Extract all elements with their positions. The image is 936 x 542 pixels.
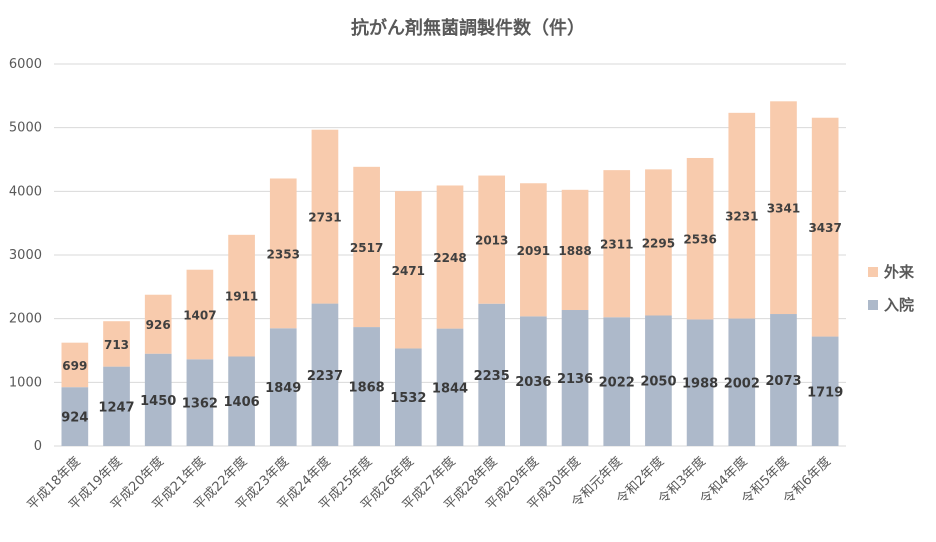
data-label-inpatient: 1868: [349, 381, 385, 396]
data-label-outpatient: 926: [146, 318, 171, 332]
bar-outpatient: [770, 101, 797, 315]
bar-outpatient: [520, 183, 547, 317]
bar-outpatient: [686, 157, 714, 320]
data-label-outpatient: 2248: [433, 251, 466, 265]
data-labels: 924 699 1247 713 1450 926 1362 1407 1406 1911 1849…: [61, 202, 843, 426]
data-label-outpatient: 3231: [725, 210, 758, 224]
data-label-outpatient: 2353: [267, 247, 300, 261]
bar-inpatient: [561, 310, 589, 446]
bar-inpatient: [520, 316, 547, 446]
data-label-inpatient: 2002: [724, 376, 760, 391]
bar-outpatient: [394, 191, 422, 349]
bar-outpatient: [269, 178, 297, 329]
data-label-inpatient: 2136: [557, 372, 593, 387]
legend-swatch: [868, 300, 878, 310]
y-axis-ticks: 0 1000 2000 3000 4000 5000 6000: [9, 57, 42, 454]
bar-outpatient: [103, 321, 130, 367]
data-label-outpatient: 2295: [642, 236, 675, 250]
data-label-inpatient: 1988: [682, 377, 718, 392]
data-label-inpatient: 2073: [765, 374, 801, 389]
y-tick-label: 5000: [9, 121, 42, 136]
bar-outpatient: [811, 117, 839, 337]
legend-label: 外来: [883, 263, 915, 281]
data-label-outpatient: 699: [62, 359, 87, 373]
y-tick-label: 6000: [9, 57, 42, 72]
data-label-inpatient: 924: [61, 411, 88, 426]
bar-outpatient: [645, 169, 672, 316]
chart-title: 抗がん剤無菌調製件数（件）: [351, 17, 585, 39]
bar-inpatient: [353, 327, 380, 446]
data-label-inpatient: 1844: [432, 381, 468, 396]
bar-inpatient: [394, 348, 422, 446]
data-label-outpatient: 3341: [767, 202, 800, 216]
data-label-inpatient: 1849: [265, 381, 301, 396]
data-label-outpatient: 2013: [475, 234, 508, 248]
bar-inpatient: [728, 318, 756, 446]
y-tick-label: 3000: [9, 248, 42, 263]
data-label-inpatient: 1406: [223, 395, 259, 410]
data-label-outpatient: 1911: [225, 290, 258, 304]
data-label-inpatient: 1450: [140, 394, 176, 409]
data-label-outpatient: 2536: [683, 233, 716, 247]
data-label-outpatient: 713: [104, 338, 129, 352]
bar-inpatient: [269, 328, 297, 446]
data-label-inpatient: 2036: [515, 375, 551, 390]
bar-outpatient: [61, 342, 89, 388]
data-label-inpatient: 1532: [390, 391, 426, 406]
legend-swatch: [868, 267, 878, 277]
data-label-inpatient: 2235: [474, 369, 510, 384]
bar-inpatient: [603, 317, 631, 446]
data-label-inpatient: 2022: [599, 376, 635, 391]
bar-inpatient: [478, 303, 506, 446]
bar-outpatient: [603, 170, 631, 318]
bar-outpatient: [728, 112, 756, 319]
bar-inpatient: [686, 319, 714, 446]
data-label-inpatient: 2237: [307, 369, 343, 384]
data-label-inpatient: 1719: [807, 385, 843, 400]
data-label-outpatient: 3437: [808, 221, 841, 235]
y-tick-label: 0: [34, 439, 42, 454]
data-label-outpatient: 2517: [350, 241, 383, 255]
y-tick-label: 4000: [9, 184, 42, 199]
bar-inpatient: [770, 314, 797, 446]
data-label-inpatient: 1247: [98, 400, 134, 415]
data-label-inpatient: 1362: [182, 397, 218, 412]
bar-outpatient: [478, 175, 506, 304]
data-label-outpatient: 2471: [392, 264, 425, 278]
legend-label: 入院: [884, 296, 914, 314]
bar-outpatient: [186, 269, 214, 360]
bar-inpatient: [228, 356, 255, 446]
bars: [61, 101, 839, 446]
y-tick-label: 2000: [9, 312, 42, 327]
bar-inpatient: [436, 328, 464, 446]
bar-inpatient: [186, 359, 214, 446]
data-label-outpatient: 2091: [517, 244, 550, 258]
bar-inpatient: [311, 303, 339, 446]
bar-outpatient: [436, 185, 464, 329]
bar-outpatient: [228, 234, 255, 357]
bar-inpatient: [61, 387, 89, 446]
x-axis-ticks: 平成18年度平成19年度平成20年度平成21年度平成22年度平成23年度平成24…: [24, 454, 834, 514]
bar-inpatient: [645, 315, 672, 446]
bar-outpatient: [311, 129, 339, 304]
bar-inpatient: [811, 336, 839, 446]
y-tick-label: 1000: [9, 375, 42, 390]
bar-outpatient: [561, 189, 589, 311]
bar-inpatient: [103, 366, 130, 446]
bar-inpatient: [144, 353, 172, 446]
data-label-outpatient: 1888: [558, 244, 591, 258]
bar-outpatient: [144, 294, 172, 354]
bar-outpatient: [353, 166, 380, 328]
data-label-outpatient: 2731: [308, 211, 341, 225]
data-label-outpatient: 2311: [600, 238, 633, 252]
data-label-outpatient: 1407: [183, 308, 216, 322]
data-label-inpatient: 2050: [640, 375, 676, 390]
